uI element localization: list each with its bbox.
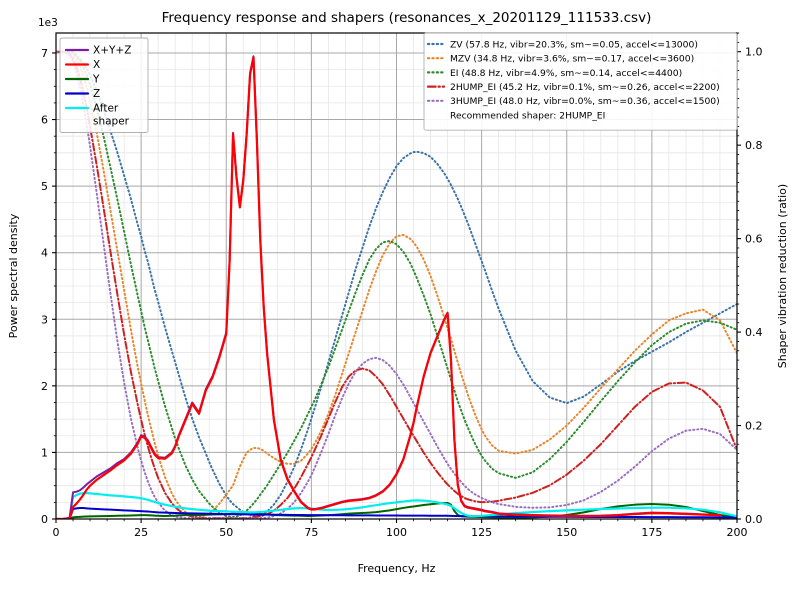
legend-right[interactable]: ZV (57.8 Hz, vibr=20.3%, sm~=0.05, accel… [423, 32, 738, 131]
xtick-label-0: 0 [53, 526, 60, 539]
xtick-label-7: 175 [641, 526, 662, 539]
ytick-label-7: 7 [41, 47, 48, 60]
ytick-right-label-0: 0.0 [745, 513, 763, 526]
legend-left-label-4: After [93, 103, 119, 115]
xtick-label-6: 150 [556, 526, 577, 539]
series-line-psd-1 [56, 56, 722, 519]
data-series-group [56, 50, 737, 519]
legend-left-label-3: Z [93, 88, 100, 100]
ytick-label-5: 5 [41, 180, 48, 193]
series-line-psd-4 [56, 491, 737, 519]
ytick-right-label-4: 0.8 [745, 139, 763, 152]
chart-title: Frequency response and shapers (resonanc… [162, 10, 652, 26]
ytick-right-label-2: 0.4 [745, 326, 763, 339]
legend-right-box [423, 32, 738, 131]
xtick-label-2: 50 [219, 526, 233, 539]
xtick-label-5: 125 [471, 526, 492, 539]
xtick-label-8: 200 [727, 526, 748, 539]
legend-left-label-4-cont: shaper [93, 116, 130, 128]
series-line-shaper-0 [56, 50, 737, 517]
axis-ticks: 0 25 50 75 100 125 150 175 200 0 1 2 3 4 5 6 7 0.0 0.2 0.4 0… [41, 32, 763, 539]
ytick-label-4: 4 [41, 247, 48, 260]
xtick-label-3: 75 [304, 526, 318, 539]
series-line-shaper-2 [56, 50, 737, 519]
ytick-right-label-3: 0.6 [745, 233, 763, 246]
legend-recommended-shaper-note: Recommended shaper: 2HUMP_EI [450, 110, 605, 121]
series-line-shaper-1 [56, 50, 737, 519]
y-axis-right-label: Shaper vibration reduction (ratio) [776, 184, 789, 368]
legend-right-label-4: 3HUMP_EI (48.0 Hz, vibr=0.0%, sm~=0.36, … [450, 96, 720, 107]
y-axis-label: Power spectral density [7, 213, 20, 338]
legend-right-label-2: EI (48.8 Hz, vibr=4.9%, sm~=0.14, accel<… [450, 68, 682, 79]
legend-left-label-2: Y [92, 74, 100, 86]
ytick-label-3: 3 [41, 313, 48, 326]
ytick-label-6: 6 [41, 114, 48, 127]
ytick-label-1: 1 [41, 446, 48, 459]
x-axis-label: Frequency, Hz [358, 562, 436, 575]
ytick-label-0: 0 [41, 513, 48, 526]
series-line-shaper-4 [56, 50, 737, 519]
series-line-shaper-3 [56, 50, 737, 519]
legend-left-label-0: X+Y+Z [93, 45, 131, 57]
legend-right-label-3: 2HUMP_EI (45.2 Hz, vibr=0.1%, sm~=0.26, … [450, 82, 720, 93]
xtick-label-1: 25 [134, 526, 148, 539]
xtick-label-4: 100 [386, 526, 407, 539]
legend-right-label-1: MZV (34.8 Hz, vibr=3.6%, sm~=0.17, accel… [450, 54, 694, 65]
ytick-right-label-1: 0.2 [745, 420, 763, 433]
legend-right-label-0: ZV (57.8 Hz, vibr=20.3%, sm~=0.05, accel… [450, 39, 698, 50]
y-axis-offset-text: 1e3 [38, 17, 58, 29]
legend-left-label-1: X [93, 59, 100, 71]
ytick-label-2: 2 [41, 380, 48, 393]
ytick-right-label-5: 1.0 [745, 46, 763, 59]
